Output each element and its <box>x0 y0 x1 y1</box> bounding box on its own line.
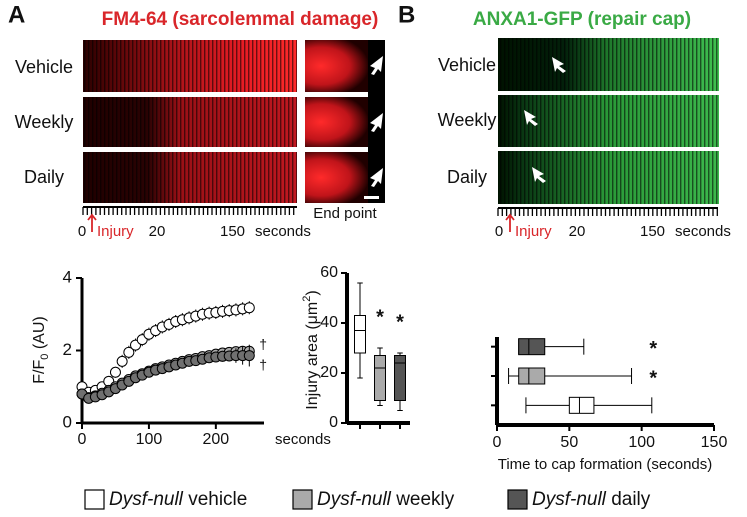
y-axis-title: F/F0 (AU) <box>31 316 51 383</box>
y-tick-label: 0 <box>63 412 72 431</box>
annotation: * <box>649 367 657 389</box>
striation <box>83 152 297 203</box>
x-tick-label: 200 <box>202 431 229 448</box>
data-point <box>116 355 128 367</box>
arrow <box>524 110 538 126</box>
timeline-label: 150 <box>640 223 665 240</box>
legend-label: Dysf-null weekly <box>317 489 455 510</box>
arrow <box>552 57 566 73</box>
y-axis-title-part: Injury area (μm <box>304 302 321 410</box>
injury-label: Injury <box>515 223 552 240</box>
minor-ticks <box>82 207 295 215</box>
striation <box>498 38 719 91</box>
injury-label: Injury <box>97 223 134 240</box>
legend-label: Dysf-null vehicle <box>109 489 247 510</box>
y-axis-title-sup: 2 <box>301 296 313 302</box>
timeline: 0 Injury 20 150 seconds <box>495 207 731 240</box>
y-axis-title-part: ) <box>304 290 321 295</box>
panel-title: ANXA1-GFP (repair cap) <box>473 9 691 30</box>
data-point <box>109 366 121 378</box>
striation <box>83 40 297 92</box>
arrow <box>532 167 546 183</box>
timeline-label: 0 <box>495 223 503 240</box>
timeline-label: 20 <box>569 223 586 240</box>
panel-label: B <box>398 1 415 28</box>
box <box>394 355 406 401</box>
row-label: Weekly <box>15 112 74 132</box>
data-point <box>243 350 255 362</box>
y-axis-title: Injury area (μm2) <box>301 290 321 409</box>
row-label: Vehicle <box>438 55 496 75</box>
legend-label: Dysf-null daily <box>532 489 651 510</box>
y-tick-label: 4 <box>63 267 72 286</box>
minor-ticks <box>497 208 718 216</box>
y-axis-title-part: (AU) <box>31 316 48 353</box>
annotation: † <box>259 356 267 372</box>
arrow <box>370 113 383 132</box>
box <box>518 338 546 356</box>
legend-swatch <box>507 489 528 510</box>
striation <box>498 95 719 147</box>
x-axis-title: seconds <box>275 431 331 448</box>
data-point <box>243 302 255 314</box>
timeline-label: 0 <box>78 223 86 240</box>
row-label: Vehicle <box>15 57 73 77</box>
legend-swatch <box>292 489 313 510</box>
y-tick-label: 0 <box>329 414 338 431</box>
timeline-unit: seconds <box>675 223 731 240</box>
box <box>354 315 366 354</box>
box <box>374 355 386 401</box>
panel-title: FM4-64 (sarcolemmal damage) <box>102 9 379 30</box>
row-label: Weekly <box>438 110 497 130</box>
legend-genotype: Dysf-null <box>532 489 607 510</box>
y-tick-label: 2 <box>63 340 72 359</box>
y-tick-label: 20 <box>320 364 338 381</box>
row-label: Daily <box>447 167 487 187</box>
striation <box>83 97 297 147</box>
x-tick-label: 100 <box>628 434 655 451</box>
legend-text: daily <box>611 489 651 510</box>
legend: Dysf-null vehicle Dysf-null weekly Dysf-nu… <box>84 489 651 510</box>
x-tick-label: 50 <box>560 434 578 451</box>
panel-label: A <box>8 1 25 28</box>
legend-text: vehicle <box>188 489 247 510</box>
legend-swatch <box>84 489 105 510</box>
legend-genotype: Dysf-null <box>109 489 184 510</box>
legend-genotype: Dysf-null <box>317 489 392 510</box>
end-point-label: End point <box>313 205 377 222</box>
annotation: * <box>396 311 404 333</box>
x-axis-title: Time to cap formation (seconds) <box>498 456 713 473</box>
legend-text: weekly <box>395 489 455 510</box>
x-tick-label: 0 <box>78 431 87 448</box>
y-axis-title-part: F/F <box>31 360 48 384</box>
arrow <box>370 56 383 75</box>
box <box>518 367 546 385</box>
annotation: † <box>259 336 267 352</box>
timeline: 0 Injury 20 150 seconds End point <box>78 205 378 240</box>
timeline-label: 150 <box>220 223 245 240</box>
annotation: * <box>376 306 384 328</box>
striation <box>498 151 719 204</box>
micrograph-group <box>83 40 385 203</box>
x-tick-label: 0 <box>493 434 502 451</box>
injury-arrow <box>505 213 515 232</box>
annotation: * <box>649 338 657 360</box>
y-axis-title-sub: 0 <box>39 354 51 360</box>
timeline-label: 20 <box>149 223 166 240</box>
arrow <box>370 168 383 187</box>
data-point <box>123 346 135 358</box>
x-tick-label: 150 <box>701 434 728 451</box>
box <box>568 396 595 414</box>
x-tick-label: 100 <box>136 431 163 448</box>
y-tick-label: 40 <box>320 314 338 331</box>
injury-arrow <box>87 213 97 232</box>
y-tick-label: 60 <box>320 264 338 281</box>
timeline-unit: seconds <box>255 223 311 240</box>
scale-bar <box>364 196 379 199</box>
micrograph-group <box>498 38 719 204</box>
row-label: Daily <box>24 167 64 187</box>
